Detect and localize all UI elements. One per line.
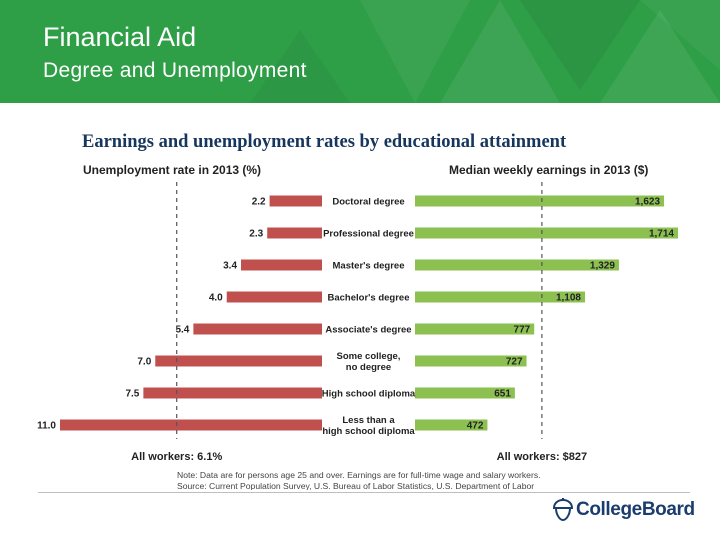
category-label: no degree [346, 362, 391, 373]
earnings-bar [415, 259, 619, 271]
banner-pattern [250, 0, 720, 103]
category-label: high school diploma [322, 426, 415, 437]
earnings-bar [415, 419, 488, 431]
chart-source: Source: Current Population Survey, U.S. … [177, 481, 534, 490]
category-label: Master's degree [333, 261, 405, 272]
earnings-bar [415, 323, 535, 335]
collegeboard-logo: CollegeBoard [552, 498, 695, 522]
category-label: High school diploma [322, 389, 416, 400]
chart-title: Earnings and unemployment rates by educa… [82, 132, 567, 152]
unemployment-value-label: 7.0 [137, 357, 151, 368]
unemployment-value-label: 11.0 [37, 421, 56, 432]
unemployment-bar [155, 355, 322, 367]
unemployment-value-label: 4.0 [209, 293, 223, 304]
series-header-earnings: Median weekly earnings in 2013 ($) [449, 163, 648, 177]
footer-divider [38, 492, 690, 493]
page-title: Financial Aid [43, 22, 197, 52]
unemployment-value-label: 2.3 [249, 229, 263, 240]
unemployment-value-label: 3.4 [223, 261, 237, 272]
earnings-bar [415, 195, 665, 207]
unemployment-value-label: 5.4 [175, 325, 189, 336]
unemployment-bar [267, 227, 322, 239]
earnings-bar [415, 291, 586, 303]
earnings-value-label: 777 [514, 325, 531, 336]
category-label: Some college, [337, 351, 401, 362]
category-label: Associate's degree [325, 325, 411, 336]
unemployment-average-label: All workers: 6.1% [131, 451, 222, 463]
unemployment-bar [60, 419, 322, 431]
unemployment-value-label: 7.5 [125, 389, 139, 400]
unemployment-bar [269, 195, 322, 207]
earnings-value-label: 1,714 [649, 229, 674, 240]
earnings-value-label: 651 [494, 389, 511, 400]
unemployment-value-label: 2.2 [252, 197, 266, 208]
category-label: Doctoral degree [332, 197, 404, 208]
chart: Earnings and unemployment rates by educa… [37, 132, 678, 490]
earnings-bar [415, 355, 527, 367]
category-label: Bachelor's degree [328, 293, 410, 304]
chart-note: Note: Data are for persons age 25 and ov… [177, 470, 541, 480]
earnings-value-label: 727 [506, 357, 523, 368]
earnings-bar [415, 227, 678, 239]
unemployment-bar [193, 323, 322, 335]
unemployment-bar [226, 291, 322, 303]
earnings-value-label: 1,329 [590, 261, 615, 272]
earnings-value-label: 472 [467, 421, 484, 432]
series-header-unemployment: Unemployment rate in 2013 (%) [83, 163, 261, 177]
earnings-bar [415, 387, 515, 399]
acorn-icon [552, 498, 574, 522]
category-label: Less than a [342, 415, 395, 426]
earnings-value-label: 1,623 [635, 197, 660, 208]
unemployment-bar [241, 259, 322, 271]
category-label: Professional degree [323, 229, 414, 240]
earnings-average-label: All workers: $827 [497, 451, 588, 463]
page-subtitle: Degree and Unemployment [43, 59, 307, 82]
earnings-value-label: 1,108 [556, 293, 581, 304]
header-banner: Financial Aid Degree and Unemployment [0, 0, 720, 103]
logo-text: CollegeBoard [576, 499, 695, 520]
unemployment-bar [143, 387, 322, 399]
